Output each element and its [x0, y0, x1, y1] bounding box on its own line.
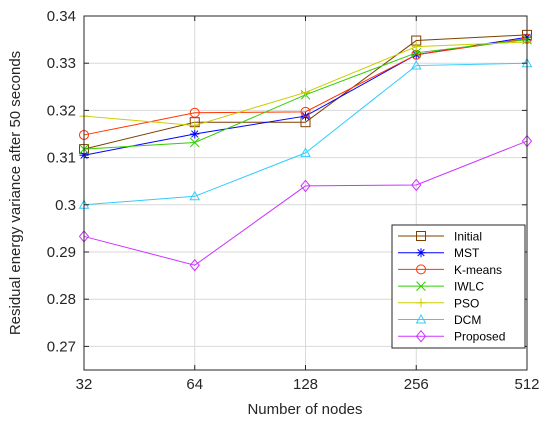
data-point — [190, 121, 200, 131]
data-point — [189, 258, 200, 272]
legend: Initial MST K-means IWLC PSO DCM Proposed — [391, 224, 526, 349]
y-tick-label: 0.27 — [47, 338, 76, 355]
series-line — [83, 62, 528, 206]
data-point — [411, 47, 422, 58]
legend-marker — [416, 298, 426, 308]
y-tick-label: 0.34 — [47, 8, 76, 25]
y-tick-label: 0.31 — [47, 150, 76, 167]
data-point — [189, 190, 201, 201]
data-point — [410, 60, 422, 70]
data-point — [189, 137, 200, 148]
y-axis-title: Residual energy variance after 50 second… — [7, 51, 24, 335]
y-axis: 0.27 0.28 0.29 0.3 0.31 0.32 0.33 0.34 — [47, 8, 527, 355]
data-point — [190, 129, 200, 139]
x-tick-label: 64 — [186, 376, 203, 393]
x-tick-label: 256 — [404, 376, 429, 393]
x-axis-title: Number of nodes — [247, 401, 362, 418]
series-dcm — [78, 57, 533, 209]
legend-marker — [415, 329, 427, 343]
x-tick-label: 512 — [514, 376, 539, 393]
data-point — [300, 106, 311, 117]
legend-label: MST — [454, 246, 480, 260]
legend-item: Proposed — [398, 330, 505, 344]
data-point — [301, 87, 310, 97]
y-tick-label: 0.29 — [47, 244, 76, 261]
data-point — [411, 178, 422, 192]
legend-item: IWLC — [398, 280, 484, 294]
legend-marker — [415, 313, 427, 324]
x-axis: 32 64 128 256 512 — [76, 16, 540, 393]
legend-label: PSO — [454, 296, 479, 310]
y-tick-label: 0.3 — [55, 197, 76, 214]
legend-label: DCM — [454, 313, 481, 327]
legend-label: Proposed — [454, 330, 505, 344]
x-tick-label: 32 — [76, 376, 93, 393]
legend-item: Initial — [398, 230, 482, 244]
data-point — [189, 107, 200, 118]
series-line — [83, 38, 528, 136]
series-line — [83, 34, 528, 150]
series-line — [83, 140, 528, 266]
legend-marker — [416, 281, 426, 291]
y-tick-label: 0.33 — [47, 55, 76, 72]
legend-label: IWLC — [454, 280, 484, 294]
legend-item: MST — [398, 246, 480, 260]
series-layer — [78, 29, 533, 272]
legend-item: DCM — [398, 313, 481, 327]
legend-marker — [416, 264, 426, 275]
legend-label: K-means — [454, 263, 502, 277]
legend-label: Initial — [454, 230, 482, 244]
data-point — [300, 179, 311, 193]
legend-marker — [416, 248, 426, 258]
legend-marker — [416, 231, 426, 241]
y-tick-label: 0.32 — [47, 102, 76, 119]
legend-item: PSO — [398, 296, 479, 310]
data-point — [300, 147, 311, 157]
x-tick-label: 128 — [293, 376, 318, 393]
legend-item: K-means — [398, 263, 502, 277]
data-point — [411, 42, 421, 52]
y-tick-label: 0.28 — [47, 291, 76, 308]
